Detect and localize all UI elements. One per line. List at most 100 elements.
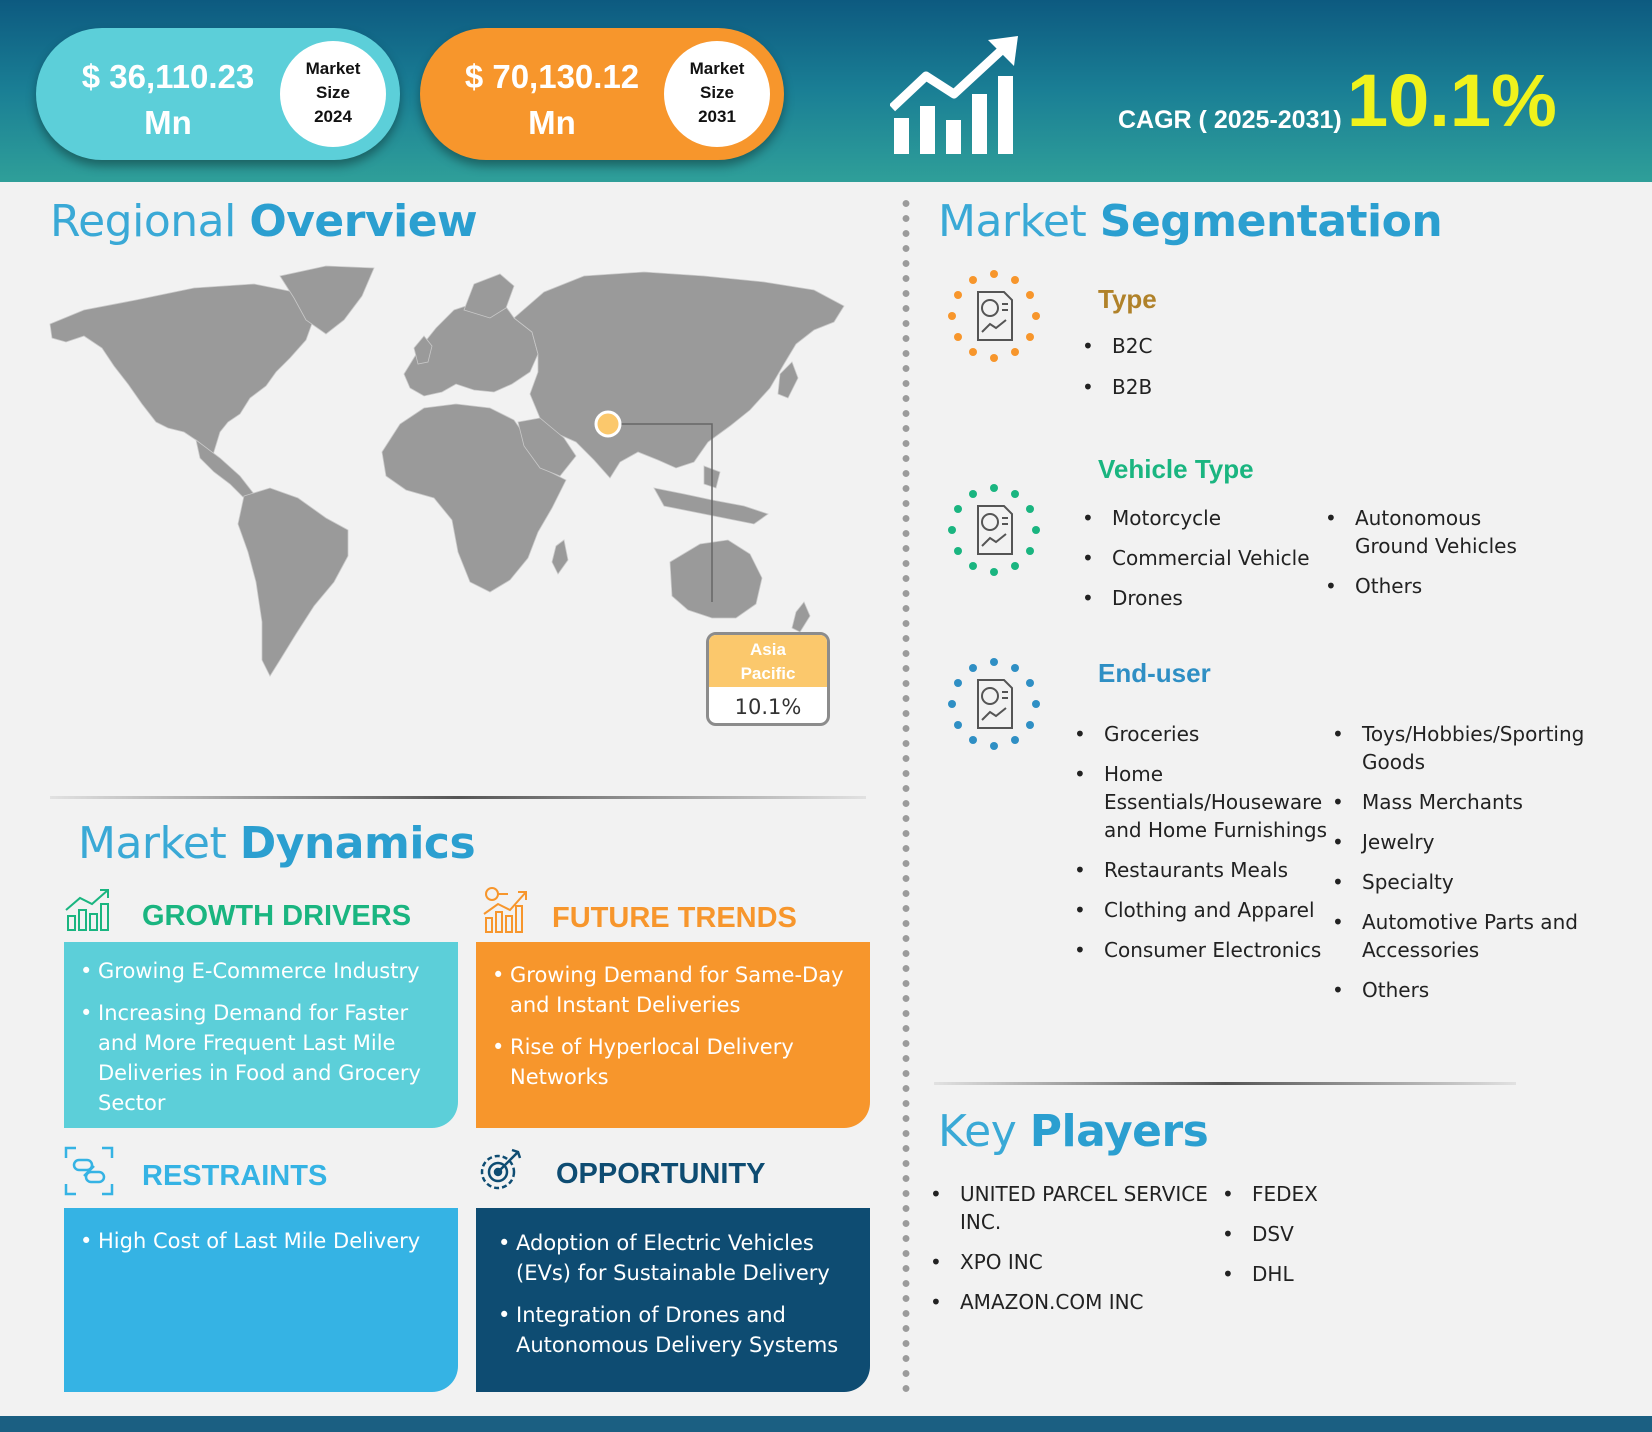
- vehicle-type-list-col2: Autonomous Ground Vehicles Others: [1325, 504, 1555, 600]
- divider: [934, 1082, 1516, 1085]
- market-size-2031-pill: $ 70,130.12 Mn Market Size 2031: [420, 28, 784, 160]
- opportunity-box: Adoption of Electric Vehicles (EVs) for …: [476, 1208, 870, 1392]
- list-item: AMAZON.COM INC: [930, 1288, 1220, 1316]
- value-line: $ 70,130.12: [464, 58, 640, 95]
- list-item: High Cost of Last Mile Delivery: [80, 1226, 440, 1256]
- title-bold: Players: [1029, 1106, 1209, 1157]
- list-item: Automotive Parts and Accessories: [1332, 908, 1602, 964]
- end-user-list-col1: Groceries Home Essentials/Houseware and …: [1074, 720, 1330, 964]
- callout-connector: [608, 423, 713, 602]
- header-banner: $ 36,110.23 Mn Market Size 2024 $ 70,130…: [0, 0, 1652, 182]
- future-trends-heading: FUTURE TRENDS: [552, 902, 797, 934]
- list-item: FEDEX: [1222, 1180, 1422, 1208]
- list-item: Rise of Hyperlocal Delivery Networks: [492, 1032, 852, 1092]
- type-report-icon: [948, 270, 1040, 362]
- market-size-2031-label: Market Size 2031: [664, 41, 770, 147]
- cagr-label: CAGR ( 2025-2031): [1118, 106, 1342, 134]
- title-light: Key: [938, 1106, 1017, 1157]
- list-item: B2C: [1082, 332, 1382, 360]
- vehicle-type-heading: Vehicle Type: [1098, 454, 1254, 484]
- world-map: [49, 265, 845, 677]
- future-trends-icon: [483, 887, 527, 933]
- label-year: 2031: [698, 107, 736, 126]
- title-light: Market: [78, 818, 227, 869]
- label-line: Size: [699, 83, 735, 102]
- growth-drivers-heading: GROWTH DRIVERS: [142, 900, 412, 932]
- restraints-icon: [64, 1146, 114, 1196]
- market-size-2024-label: Market Size 2024: [280, 41, 386, 147]
- cagr-value: 10.1%: [1347, 59, 1557, 142]
- market-dynamics-title: Market Dynamics: [78, 818, 476, 869]
- region-name-line: Pacific: [740, 664, 796, 683]
- market-segmentation-title: Market Segmentation: [938, 196, 1443, 247]
- list-item: Growing E-Commerce Industry: [80, 956, 440, 986]
- type-list: B2C B2B: [1082, 332, 1382, 401]
- list-item: Integration of Drones and Autonomous Del…: [498, 1300, 852, 1360]
- region-cagr: 10.1%: [734, 695, 802, 719]
- title-bold: Segmentation: [1099, 196, 1443, 247]
- end-user-list-col2: Toys/Hobbies/Sporting Goods Mass Merchan…: [1332, 720, 1602, 1004]
- list-item: Specialty: [1332, 868, 1602, 896]
- list-item: Toys/Hobbies/Sporting Goods: [1332, 720, 1602, 776]
- list-item: Motorcycle: [1082, 504, 1322, 532]
- list-item: Mass Merchants: [1332, 788, 1602, 816]
- label-line: Market: [305, 59, 361, 78]
- value-line: $ 36,110.23: [81, 58, 255, 95]
- asia-pacific-callout: Asia Pacific 10.1%: [706, 632, 830, 726]
- asia-pacific-marker: [594, 410, 622, 438]
- vehicle-type-report-icon: [948, 484, 1040, 576]
- restraints-heading: RESTRAINTS: [142, 1160, 328, 1192]
- label-year: 2024: [314, 107, 352, 126]
- label-line: Market: [689, 59, 745, 78]
- title-bold: Dynamics: [239, 818, 476, 869]
- market-size-2024-pill: $ 36,110.23 Mn Market Size 2024: [36, 28, 400, 160]
- list-item: Consumer Electronics: [1074, 936, 1330, 964]
- restraints-box: High Cost of Last Mile Delivery: [64, 1208, 458, 1392]
- list-item: Home Essentials/Houseware and Home Furni…: [1074, 760, 1330, 844]
- growth-chart-icon: [890, 36, 1018, 154]
- vehicle-type-list-col1: Motorcycle Commercial Vehicle Drones: [1082, 504, 1322, 612]
- growth-drivers-icon: [65, 889, 109, 931]
- market-size-2024-value: $ 36,110.23 Mn: [58, 54, 278, 146]
- opportunity-icon: [480, 1148, 522, 1190]
- list-item: Jewelry: [1332, 828, 1602, 856]
- region-name: Asia Pacific: [709, 635, 827, 687]
- list-item: UNITED PARCEL SERVICE INC.: [930, 1180, 1220, 1236]
- title-bold: Overview: [249, 196, 478, 247]
- footer-bar: [0, 1416, 1652, 1432]
- key-players-list-col1: UNITED PARCEL SERVICE INC. XPO INC AMAZO…: [930, 1180, 1220, 1316]
- list-item: Adoption of Electric Vehicles (EVs) for …: [498, 1228, 852, 1288]
- end-user-report-icon: [948, 658, 1040, 750]
- divider: [50, 796, 866, 799]
- future-trends-box: Growing Demand for Same-Day and Instant …: [476, 942, 870, 1128]
- growth-drivers-box: Growing E-Commerce Industry Increasing D…: [64, 942, 458, 1128]
- regional-overview-title: Regional Overview: [50, 196, 478, 247]
- list-item: Increasing Demand for Faster and More Fr…: [80, 998, 440, 1118]
- end-user-heading: End-user: [1098, 658, 1211, 688]
- list-item: Growing Demand for Same-Day and Instant …: [492, 960, 852, 1020]
- opportunity-heading: OPPORTUNITY: [556, 1158, 766, 1190]
- list-item: Others: [1325, 572, 1555, 600]
- list-item: Drones: [1082, 584, 1322, 612]
- list-item: B2B: [1082, 373, 1382, 401]
- key-players-title: Key Players: [938, 1106, 1209, 1157]
- key-players-list-col2: FEDEX DSV DHL: [1222, 1180, 1422, 1288]
- title-light: Regional: [50, 196, 236, 247]
- list-item: XPO INC: [930, 1248, 1220, 1276]
- list-item: DSV: [1222, 1220, 1422, 1248]
- list-item: DHL: [1222, 1260, 1422, 1288]
- list-item: Groceries: [1074, 720, 1330, 748]
- list-item: Clothing and Apparel: [1074, 896, 1330, 924]
- value-unit: Mn: [528, 104, 576, 141]
- market-size-2031-value: $ 70,130.12 Mn: [442, 54, 662, 146]
- list-item: Restaurants Meals: [1074, 856, 1330, 884]
- type-heading: Type: [1098, 284, 1157, 314]
- title-light: Market: [938, 196, 1087, 247]
- list-item: Commercial Vehicle: [1082, 544, 1322, 572]
- label-line: Size: [315, 83, 351, 102]
- list-item: Others: [1332, 976, 1602, 1004]
- value-unit: Mn: [144, 104, 192, 141]
- list-item: Autonomous Ground Vehicles: [1325, 504, 1555, 560]
- region-name-line: Asia: [750, 640, 786, 659]
- vertical-separator: [901, 196, 911, 1392]
